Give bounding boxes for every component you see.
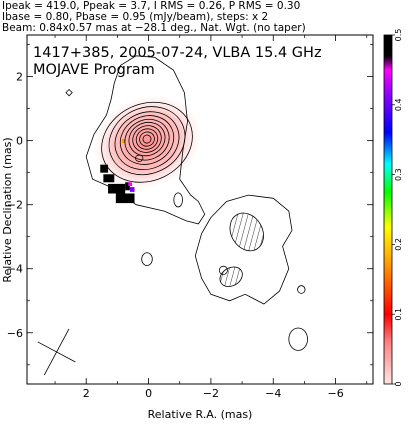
header-line-3: Beam: 0.84x0.57 mas at −28.1 deg., Nat. …	[2, 22, 306, 34]
axis-ticks: 2 0 −2 −4 −6 2 0 −2 −4 −6	[7, 35, 373, 400]
y-axis-label: Relative Declination (mas)	[1, 137, 14, 282]
outer-contour	[85, 55, 206, 225]
pol-pixel-1	[103, 174, 115, 183]
island-contour-6	[288, 327, 308, 351]
pol-pixel-6	[129, 187, 135, 192]
core-contour-3	[119, 115, 175, 165]
core-contour-5	[128, 121, 166, 157]
y-tick-label-2: −2	[7, 199, 23, 212]
core-intensity-glow	[92, 94, 202, 191]
header-line-2: Ibase = 0.80, Pbase = 0.95 (mJy/beam), s…	[2, 11, 268, 23]
beam-minor-axis	[37, 341, 76, 363]
x-tick-label-2: −2	[203, 387, 219, 400]
core-contour-4	[124, 118, 170, 161]
pol-pixel-4	[125, 182, 130, 191]
plot-frame	[26, 34, 374, 385]
core-contour-1	[108, 106, 186, 176]
colorbar-tick-label-0: 0	[394, 381, 403, 386]
y-tick-label-0: 2	[16, 71, 23, 84]
island-contour-1	[135, 154, 144, 162]
pol-pixel-2	[108, 183, 126, 194]
contour-layer	[65, 55, 308, 351]
island-contour-0	[65, 88, 73, 97]
x-axis-label: Relative R.A. (mas)	[148, 408, 253, 421]
chart-title: 1417+385, 2005-07-24, VLBA 15.4 GHz	[33, 45, 322, 61]
core-contour-8	[139, 131, 155, 147]
pol-pixel-5	[128, 182, 133, 187]
colorbar-tick-label-3: 0.3	[394, 168, 403, 181]
y-tick-label-4: −6	[7, 327, 23, 340]
core-contour-7	[135, 128, 159, 150]
y-tick-label-3: −4	[7, 263, 23, 276]
colorbar	[383, 34, 393, 385]
x-tick-label-3: −4	[265, 387, 281, 400]
core-contour-0	[101, 101, 193, 183]
x-tick-label-4: −6	[327, 387, 343, 400]
core-contour-9	[142, 134, 152, 144]
core-contour-2	[114, 111, 180, 170]
south-component-contour	[194, 194, 293, 305]
colorbar-ticks: 0 0.1 0.2 0.3 0.4 0.5	[392, 29, 403, 387]
pol-pixel-3	[115, 193, 135, 204]
colorbar-tick-label-4: 0.4	[394, 98, 403, 111]
x-tick-label-0: 2	[83, 387, 90, 400]
y-tick-label-1: 0	[16, 135, 23, 148]
chart-subtitle: MOJAVE Program	[33, 62, 155, 78]
core-contour-6	[132, 125, 162, 153]
beam-marker	[37, 328, 76, 376]
x-tick-label-1: 0	[145, 387, 152, 400]
hatched-region-1	[219, 266, 243, 287]
island-contour-5	[297, 285, 306, 294]
colorbar-tick-label-1: 0.1	[394, 308, 403, 321]
header-line-1: Ipeak = 419.0, Ppeak = 3.7, I RMS = 0.26…	[2, 0, 300, 12]
island-contour-4	[218, 265, 228, 275]
island-contour-3	[141, 252, 153, 266]
colorbar-tick-label-2: 0.2	[394, 238, 403, 251]
hatched-region-0	[229, 212, 264, 252]
island-contour-2	[173, 192, 183, 208]
polarization-pixels	[92, 94, 202, 204]
colorbar-tick-label-5: 0.5	[394, 29, 403, 42]
pol-pixel-7	[122, 139, 126, 143]
pol-pixel-0	[100, 164, 109, 173]
